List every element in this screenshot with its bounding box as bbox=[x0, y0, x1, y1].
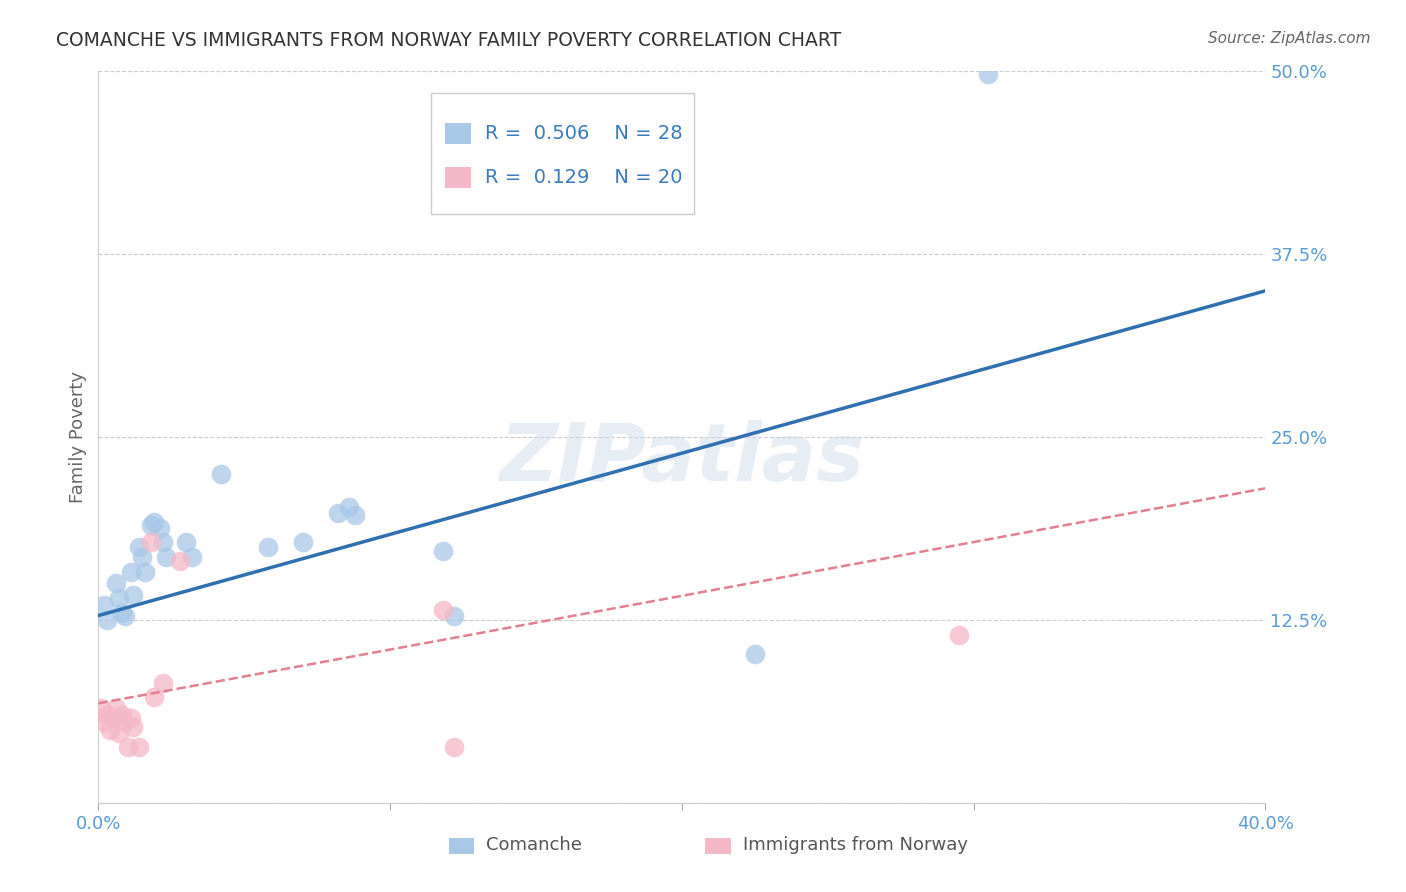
Point bbox=[744, 647, 766, 661]
Point bbox=[108, 725, 131, 739]
Point bbox=[169, 554, 191, 568]
Point bbox=[432, 544, 454, 558]
Point bbox=[443, 740, 465, 755]
Point bbox=[104, 576, 127, 591]
Point bbox=[152, 535, 174, 549]
Point bbox=[149, 521, 172, 535]
Point bbox=[139, 535, 162, 549]
Point bbox=[111, 606, 134, 620]
Text: ZIPatlas: ZIPatlas bbox=[499, 420, 865, 498]
Text: COMANCHE VS IMMIGRANTS FROM NORWAY FAMILY POVERTY CORRELATION CHART: COMANCHE VS IMMIGRANTS FROM NORWAY FAMIL… bbox=[56, 31, 841, 50]
Point bbox=[139, 517, 162, 532]
Text: R =  0.506    N = 28: R = 0.506 N = 28 bbox=[485, 124, 682, 143]
Point bbox=[291, 535, 314, 549]
Point bbox=[122, 588, 145, 602]
Point bbox=[256, 540, 278, 554]
Point bbox=[174, 535, 197, 549]
Text: Comanche: Comanche bbox=[486, 836, 582, 855]
Point bbox=[98, 723, 121, 737]
FancyBboxPatch shape bbox=[446, 123, 471, 144]
Point bbox=[152, 676, 174, 690]
Point bbox=[326, 506, 349, 520]
Point bbox=[142, 690, 165, 705]
Point bbox=[114, 608, 136, 623]
Point bbox=[142, 515, 165, 529]
Point bbox=[155, 549, 177, 564]
Point bbox=[93, 715, 115, 730]
Point bbox=[120, 565, 142, 579]
Point bbox=[443, 608, 465, 623]
Text: Source: ZipAtlas.com: Source: ZipAtlas.com bbox=[1208, 31, 1371, 46]
Y-axis label: Family Poverty: Family Poverty bbox=[69, 371, 87, 503]
Point bbox=[120, 711, 142, 725]
Point bbox=[948, 627, 970, 641]
Point bbox=[977, 67, 1000, 81]
Text: Immigrants from Norway: Immigrants from Norway bbox=[742, 836, 967, 855]
Point bbox=[209, 467, 232, 481]
Point bbox=[344, 508, 367, 522]
Point bbox=[96, 708, 118, 723]
Point bbox=[108, 591, 131, 605]
FancyBboxPatch shape bbox=[449, 838, 474, 854]
Point bbox=[117, 740, 139, 755]
Point bbox=[337, 500, 360, 515]
Point bbox=[111, 708, 134, 723]
FancyBboxPatch shape bbox=[706, 838, 731, 854]
Point bbox=[131, 549, 153, 564]
Point bbox=[128, 540, 150, 554]
Point bbox=[90, 700, 112, 714]
FancyBboxPatch shape bbox=[446, 167, 471, 187]
FancyBboxPatch shape bbox=[432, 94, 693, 214]
Point bbox=[180, 549, 202, 564]
Point bbox=[101, 711, 124, 725]
Point bbox=[128, 740, 150, 755]
Point bbox=[122, 720, 145, 734]
Point bbox=[134, 565, 156, 579]
Point bbox=[96, 613, 118, 627]
Point bbox=[432, 603, 454, 617]
Point bbox=[104, 700, 127, 714]
Point bbox=[93, 599, 115, 613]
Point bbox=[114, 715, 136, 730]
Text: R =  0.129    N = 20: R = 0.129 N = 20 bbox=[485, 168, 682, 187]
